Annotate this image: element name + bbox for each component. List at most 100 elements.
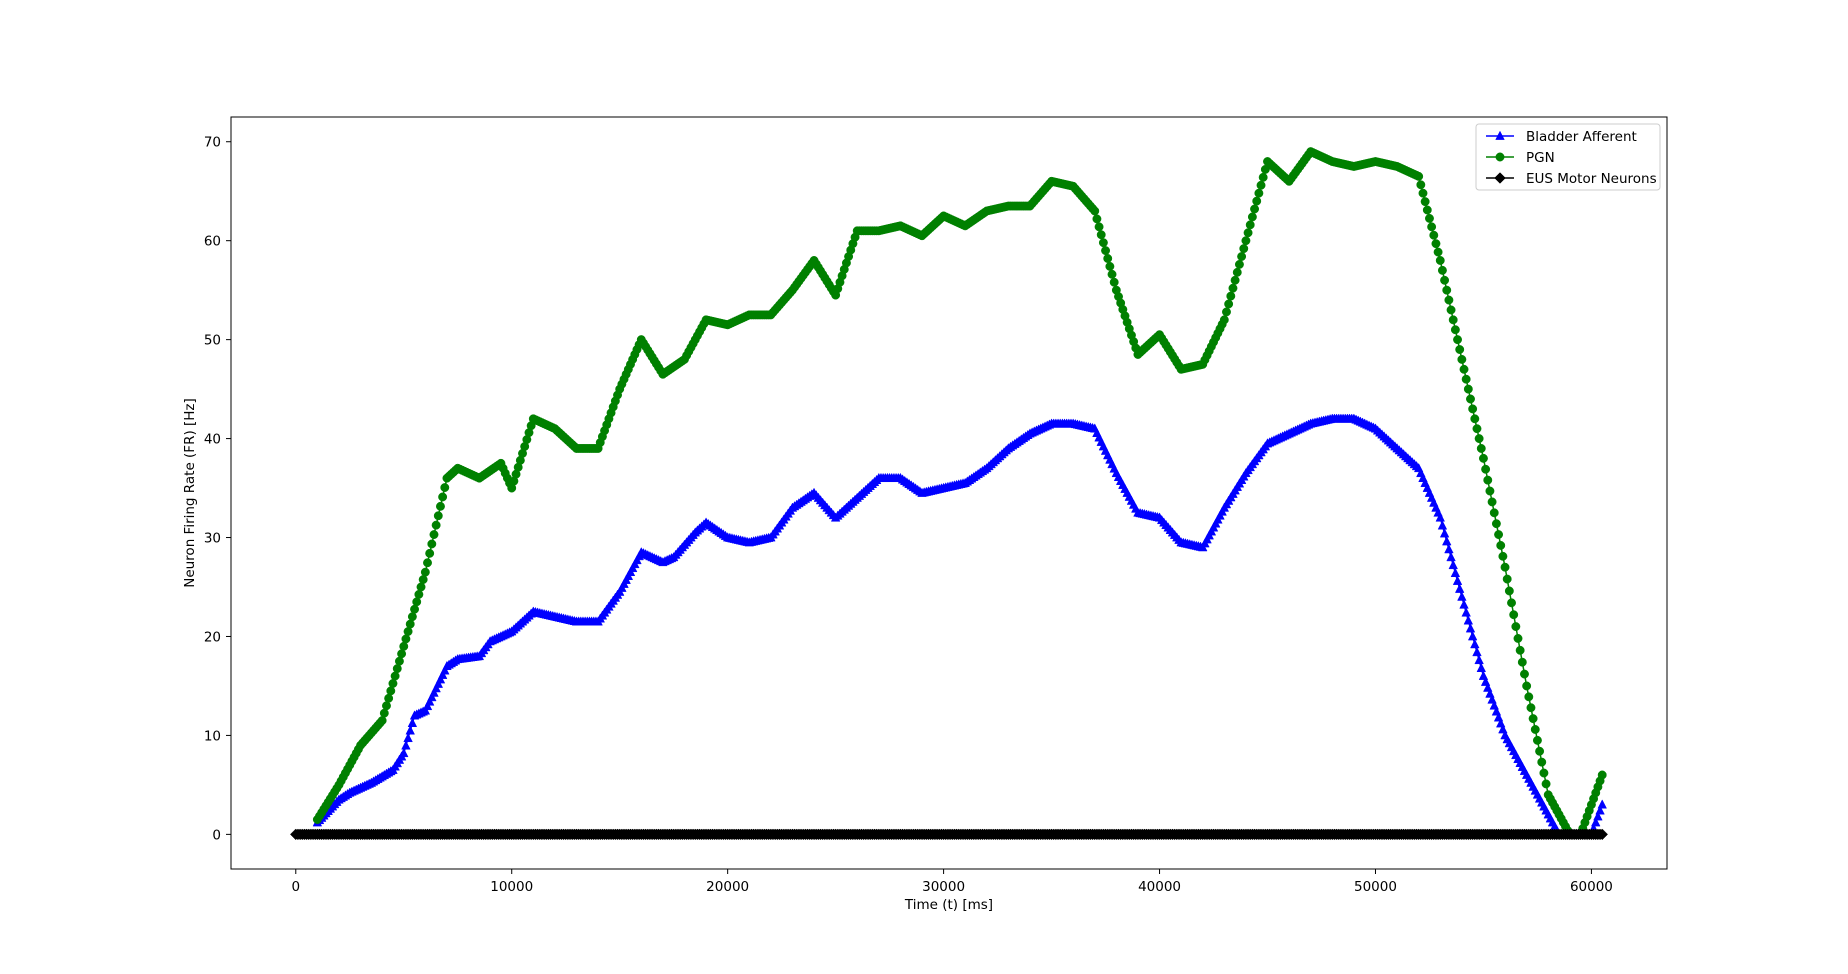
- data-point-pgn: [1517, 657, 1527, 667]
- data-point-pgn: [1498, 551, 1508, 561]
- data-point-pgn: [1461, 374, 1471, 384]
- data-point-bladder-afferent: [1595, 805, 1605, 815]
- data-point-pgn: [1092, 214, 1102, 224]
- data-point-pgn: [392, 664, 402, 674]
- data-point-pgn: [1232, 267, 1242, 277]
- data-point-pgn: [1250, 204, 1260, 214]
- data-point-pgn: [1515, 645, 1525, 655]
- data-point-pgn: [1453, 335, 1462, 345]
- data-point-pgn: [1237, 252, 1247, 261]
- data-point-pgn: [1481, 464, 1491, 474]
- data-point-pgn: [414, 589, 424, 599]
- data-point-pgn: [438, 492, 448, 502]
- data-point-pgn: [390, 671, 400, 681]
- data-point-bladder-afferent: [433, 678, 444, 688]
- data-point-bladder-afferent: [440, 665, 450, 675]
- legend-label-bladder-afferent: Bladder Afferent: [1526, 129, 1637, 145]
- data-point-bladder-afferent: [405, 725, 415, 735]
- data-point-pgn: [1483, 475, 1493, 485]
- data-point-bladder-afferent: [422, 700, 433, 711]
- data-point-bladder-afferent: [1454, 583, 1465, 593]
- data-point-pgn: [401, 634, 411, 644]
- data-point-bladder-afferent: [435, 674, 446, 684]
- data-point-pgn: [423, 558, 432, 568]
- data-point-pgn: [382, 701, 391, 711]
- data-point-pgn: [379, 708, 389, 718]
- data-point-pgn: [1234, 259, 1244, 269]
- data-point-pgn: [394, 656, 404, 666]
- data-point-pgn: [1535, 746, 1545, 756]
- legend-items: Bladder Afferent PGN EUS Motor Neurons: [1486, 129, 1657, 187]
- data-point-bladder-afferent: [1463, 615, 1474, 625]
- data-point-pgn: [440, 483, 450, 493]
- data-point-pgn: [1539, 768, 1549, 778]
- data-point-bladder-afferent: [431, 683, 441, 693]
- data-point-pgn: [1252, 196, 1262, 206]
- data-point-pgn: [420, 567, 430, 577]
- data-point-bladder-afferent: [1448, 559, 1458, 570]
- data-point-bladder-afferent: [424, 696, 435, 706]
- data-point-pgn: [403, 627, 413, 636]
- data-point-bladder-afferent: [427, 691, 437, 702]
- data-point-bladder-afferent: [1457, 591, 1467, 601]
- data-point-pgn: [1416, 180, 1426, 190]
- data-point-pgn: [412, 597, 422, 607]
- data-point-pgn: [1256, 180, 1266, 190]
- data-point-pgn: [1245, 220, 1255, 230]
- data-point-pgn: [1494, 530, 1504, 540]
- data-point-pgn: [410, 604, 419, 614]
- data-point-pgn: [1507, 598, 1516, 608]
- data-point-pgn: [1226, 291, 1236, 301]
- y-tick-label: 70: [204, 135, 221, 151]
- data-point-pgn: [1101, 246, 1111, 256]
- data-point-pgn: [1105, 261, 1115, 271]
- data-point-pgn: [1468, 404, 1478, 414]
- data-point-pgn: [1597, 770, 1607, 780]
- data-point-bladder-afferent: [1467, 631, 1478, 641]
- data-point-pgn: [1429, 230, 1439, 240]
- y-tick-label: 0: [212, 827, 221, 843]
- legend: Bladder Afferent PGN EUS Motor Neurons: [1475, 123, 1661, 191]
- data-point-pgn: [1258, 172, 1268, 182]
- data-point-pgn: [1442, 285, 1452, 295]
- data-point-bladder-afferent: [407, 717, 418, 728]
- data-point-bladder-afferent: [1474, 654, 1484, 665]
- series-pgn: [312, 147, 1607, 839]
- data-point-bladder-afferent: [1476, 662, 1487, 672]
- legend-label-eus-motor-neurons: EUS Motor Neurons: [1526, 171, 1657, 187]
- data-point-pgn: [1433, 247, 1443, 257]
- data-point-pgn: [1541, 779, 1551, 789]
- legend-item-pgn: PGN: [1486, 150, 1555, 166]
- data-point-pgn: [1437, 265, 1447, 275]
- data-point-pgn: [1420, 197, 1430, 207]
- data-point-pgn: [1096, 230, 1106, 240]
- x-tick-label: 10000: [490, 879, 533, 895]
- data-point-pgn: [1094, 222, 1104, 232]
- data-point-pgn: [1474, 434, 1484, 444]
- series-eus-motor-neurons: [290, 828, 1608, 841]
- data-point-bladder-afferent: [399, 747, 409, 758]
- legend-marker-eus-motor-neurons: [1494, 172, 1506, 184]
- data-point-pgn: [1522, 681, 1532, 691]
- data-point-pgn: [397, 649, 407, 659]
- data-point-pgn: [1418, 188, 1428, 198]
- data-point-pgn: [1485, 486, 1495, 496]
- data-point-bladder-afferent: [1597, 799, 1607, 809]
- data-point-pgn: [1450, 325, 1460, 335]
- data-point-pgn: [405, 619, 415, 629]
- data-point-pgn: [399, 641, 409, 651]
- data-point-pgn: [1455, 345, 1465, 354]
- data-point-bladder-afferent: [1450, 567, 1461, 577]
- data-point-pgn: [1444, 295, 1454, 305]
- data-point-pgn: [1228, 283, 1238, 293]
- data-point-pgn: [1513, 634, 1523, 643]
- data-point-bladder-afferent: [1459, 599, 1469, 609]
- data-point-pgn: [1448, 315, 1458, 325]
- data-point-pgn: [1425, 213, 1434, 223]
- data-point-bladder-afferent: [1465, 623, 1476, 633]
- legend-item-eus-motor-neurons: EUS Motor Neurons: [1486, 171, 1657, 187]
- x-tick-label: 0: [291, 879, 300, 895]
- x-axis-ticks: 0 10000 20000 30000 40000 50000 60000: [291, 869, 1613, 895]
- data-point-pgn: [1431, 239, 1441, 249]
